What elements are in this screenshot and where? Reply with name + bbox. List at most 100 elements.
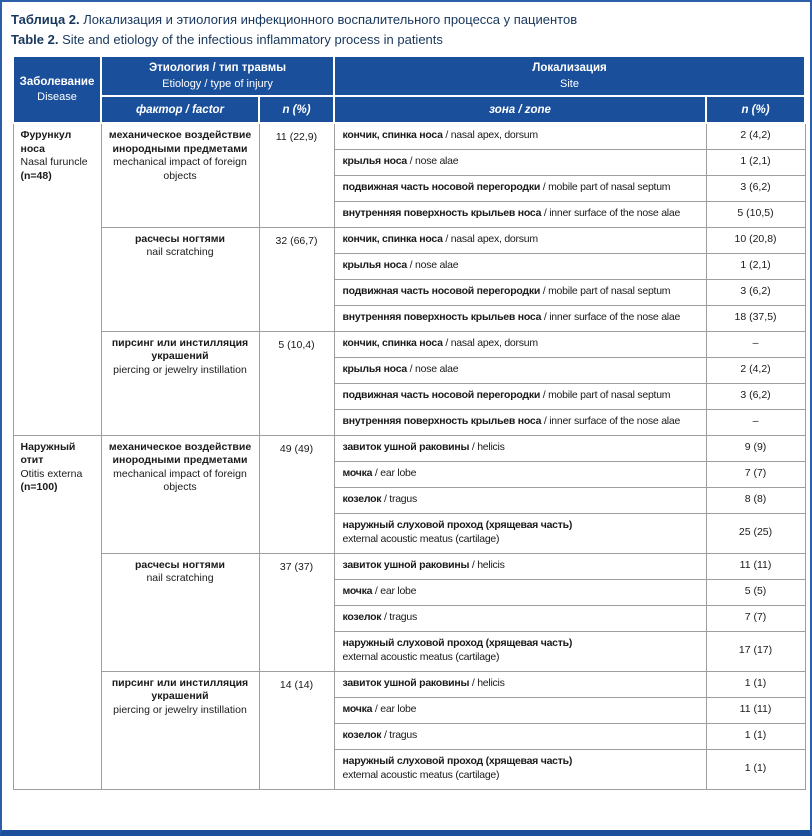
- zone-cell: крылья носа / nose alae: [333, 252, 707, 280]
- zone-cell: мочка / ear lobe: [333, 578, 707, 606]
- zone-label: подвижная часть носовой перегородки / mo…: [342, 181, 671, 194]
- zone-count-cell: 3 (6,2): [705, 382, 806, 410]
- table-title-label-ru: Таблица 2.: [11, 12, 80, 27]
- zone-label: козелок / tragus: [342, 611, 418, 624]
- zone-label-ru: кончик, спинка носа: [342, 337, 443, 350]
- zone-label-ru: подвижная часть носовой перегородки: [342, 285, 541, 298]
- zone-label-en: nose alae: [415, 259, 459, 272]
- zone-label-en: tragus: [389, 729, 417, 742]
- table-row: козелок / tragus 8 (8): [13, 486, 806, 514]
- zone-count-cell: 1 (1): [705, 670, 806, 698]
- factor-cell: пирсинг или инстилляция украшений piercin…: [100, 330, 260, 436]
- zone-label-ru: мочка: [342, 703, 373, 716]
- table-row: козелок / tragus 7 (7): [13, 604, 806, 632]
- zone-label-ru: мочка: [342, 585, 373, 598]
- zone-count-cell: 2 (4,2): [705, 356, 806, 384]
- zone-cell: внутренняя поверхность крыльев носа / in…: [333, 408, 707, 436]
- zone-label-en: helicis: [477, 559, 505, 572]
- zone-count-cell: 1 (2,1): [705, 252, 806, 280]
- zone-count-cell: 17 (17): [705, 630, 806, 672]
- zone-label-en: mobile part of nasal septum: [548, 181, 671, 194]
- zone-label: козелок / tragus: [342, 729, 418, 742]
- zone-count-cell: 10 (20,8): [705, 226, 806, 254]
- factor-count-cell: 49 (49): [258, 434, 335, 554]
- zone-label: кончик, спинка носа / nasal apex, dorsum: [342, 129, 539, 142]
- zone-label-en: external acoustic meatus (cartilage): [342, 651, 500, 663]
- zone-label-ru: мочка: [342, 467, 373, 480]
- col-group-site-en: Site: [560, 77, 579, 90]
- disease-cell: Наружный отит Otitis externa (n=100): [12, 434, 102, 790]
- zone-label-en: ear lobe: [380, 585, 417, 598]
- col-header-disease-en: Disease: [37, 91, 77, 104]
- table-row: Фурункул носа Nasal furuncle (n=48) механич…: [12, 122, 806, 436]
- disease-name-ru: Наружный отит: [20, 440, 76, 467]
- table-row: наружный слуховой проход (хрящевая часть…: [13, 748, 806, 790]
- table-row: расчесы ногтями nail scratching 32 (66,7) к…: [13, 226, 806, 332]
- zone-count-cell: 9 (9): [705, 434, 806, 462]
- zone-label-en: inner surface of the nose alae: [549, 311, 681, 324]
- etiology-site-table: Заболевание Disease Этиология / тип трав…: [12, 55, 807, 790]
- zone-label-en: nasal apex, dorsum: [450, 337, 538, 350]
- col-header-n-site: n (%): [705, 95, 807, 124]
- table-row: козелок / tragus 1 (1): [13, 722, 806, 750]
- zone-cell: завиток ушной раковины / helicis: [333, 552, 707, 580]
- factor-label-en: mechanical impact of foreign objects: [113, 467, 247, 494]
- zone-label-ru: наружный слуховой проход (хрящевая часть…: [342, 755, 573, 768]
- zone-label: крылья носа / nose alae: [342, 259, 459, 272]
- col-group-etiology-en: Etiology / type of injury: [162, 77, 273, 90]
- zone-label-en: nasal apex, dorsum: [450, 233, 538, 246]
- table-row: мочка / ear lobe 5 (5): [13, 578, 806, 606]
- zone-cell: наружный слуховой проход (хрящевая часть…: [333, 630, 707, 672]
- zone-cell: кончик, спинка носа / nasal apex, dorsum: [333, 330, 707, 358]
- table-row: крылья носа / nose alae 2 (4,2): [13, 356, 806, 384]
- zone-cell: подвижная часть носовой перегородки / mo…: [333, 174, 707, 202]
- zone-cell: крылья носа / nose alae: [333, 356, 707, 384]
- col-header-zone: зона / zone: [333, 95, 708, 124]
- col-group-etiology-ru: Этиология / тип травмы: [148, 62, 287, 75]
- zone-count-cell: 18 (37,5): [705, 304, 806, 332]
- factor-count-cell: 32 (66,7): [258, 226, 335, 332]
- table-row: наружный слуховой проход (хрящевая часть…: [13, 630, 806, 672]
- factor-cell: расчесы ногтями nail scratching: [100, 226, 260, 332]
- zone-label: завиток ушной раковины / helicis: [342, 677, 505, 690]
- zone-count-cell: 7 (7): [705, 604, 806, 632]
- zone-label: крылья носа / nose alae: [342, 363, 459, 376]
- zone-label: внутренняя поверхность крыльев носа / in…: [342, 207, 681, 220]
- zone-label-ru: козелок: [342, 493, 382, 506]
- zone-label-ru: наружный слуховой проход (хрящевая часть…: [342, 637, 573, 650]
- factor-label-ru: пирсинг или инстилляция украшений: [111, 676, 249, 703]
- zone-cell: кончик, спинка носа / nasal apex, dorsum: [333, 122, 707, 150]
- table-row: подвижная часть носовой перегородки / mo…: [13, 382, 806, 410]
- zone-count-cell: 7 (7): [705, 460, 806, 488]
- zone-label: кончик, спинка носа / nasal apex, dorsum: [342, 337, 539, 350]
- header-sub-row: фактор / factor n (%) зона / zone n (%): [13, 95, 807, 124]
- table-row: внутренняя поверхность крыльев носа / in…: [13, 408, 806, 436]
- zone-label-en: nose alae: [415, 155, 459, 168]
- table-row: подвижная часть носовой перегородки / mo…: [13, 278, 806, 306]
- zone-cell: внутренняя поверхность крыльев носа / in…: [333, 200, 707, 228]
- table-row: расчесы ногтями nail scratching 37 (37) зав…: [13, 552, 806, 672]
- zone-cell: козелок / tragus: [333, 604, 707, 632]
- zone-count-cell: 1 (1): [705, 748, 806, 790]
- zone-label: подвижная часть носовой перегородки / mo…: [342, 285, 671, 298]
- header-group-row: Заболевание Disease Этиология / тип трав…: [12, 55, 807, 124]
- zone-label-en: tragus: [389, 611, 417, 624]
- zone-count-cell: 11 (11): [705, 552, 806, 580]
- table-title-label-en: Table 2.: [11, 31, 59, 47]
- factor-count-cell: 11 (22,9): [258, 122, 335, 228]
- table-row: крылья носа / nose alae 1 (2,1): [13, 148, 806, 176]
- zone-label-en: external acoustic meatus (cartilage): [342, 769, 500, 781]
- zone-count-cell: 2 (4,2): [705, 122, 806, 150]
- table-body: Фурункул носа Nasal furuncle (n=48) механич…: [12, 122, 806, 790]
- table-row: пирсинг или инстилляция украшений piercin…: [13, 330, 806, 436]
- col-header-disease: Заболевание Disease: [12, 55, 102, 124]
- table-row: крылья носа / nose alae 1 (2,1): [13, 252, 806, 280]
- zone-label-en: helicis: [477, 677, 505, 690]
- factor-cell: механическое воздействие инородными пред…: [100, 122, 260, 228]
- factor-label-en: piercing or jewelry instillation: [113, 363, 247, 376]
- col-group-etiology: Этиология / тип травмы Etiology / type o…: [99, 55, 336, 97]
- zone-label-ru: внутренняя поверхность крыльев носа: [342, 207, 542, 220]
- zone-label-ru: кончик, спинка носа: [342, 233, 443, 246]
- zone-label-ru: подвижная часть носовой перегородки: [342, 389, 541, 402]
- table-title-en: Table 2. Site and etiology of the infect…: [11, 30, 800, 50]
